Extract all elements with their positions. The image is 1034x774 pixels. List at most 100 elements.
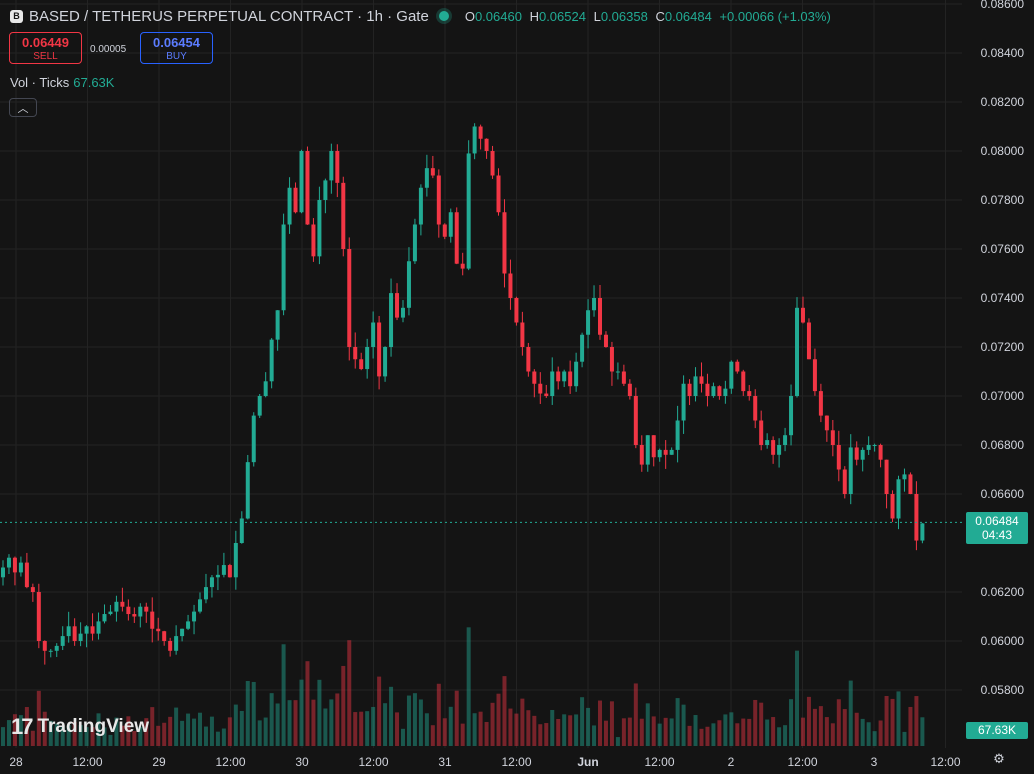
candle-body [198, 599, 203, 612]
candle-body [42, 641, 47, 651]
time-tick-label: 12:00 [644, 755, 674, 769]
volume-bar [848, 680, 853, 746]
volume-bar [574, 714, 579, 746]
volume-bar [150, 707, 155, 746]
candle-body [353, 347, 358, 360]
candle-body [395, 293, 400, 318]
volume-legend[interactable]: Vol · Ticks 67.63K [10, 75, 114, 90]
candle-body [586, 310, 591, 335]
candle-body [192, 611, 197, 622]
candle-body [347, 249, 352, 347]
volume-bar [765, 719, 770, 746]
candle-body [400, 307, 405, 318]
candle-body [568, 371, 573, 387]
volume-bar [389, 686, 394, 746]
volume-bar [502, 676, 507, 746]
price-tick-label: 0.06200 [981, 585, 1025, 599]
candle-body [878, 445, 883, 460]
candle-body [920, 523, 925, 541]
candle-body [442, 224, 447, 237]
candle-body [908, 474, 913, 494]
candle-body [48, 650, 53, 652]
volume-bar [884, 695, 889, 746]
time-tick-label: Jun [577, 755, 598, 769]
volume-bar [102, 727, 107, 746]
volume-bar [478, 711, 483, 746]
volume-bar [66, 725, 71, 746]
candle-body [215, 574, 220, 578]
volume-bar [615, 737, 620, 746]
tradingview-logo[interactable]: 17 TradingView [11, 714, 149, 740]
candle-body [263, 381, 268, 396]
volume-bar [311, 699, 316, 746]
volume-bar [896, 691, 901, 746]
buy-button[interactable]: 0.06454 BUY [140, 32, 213, 64]
candle-body [484, 138, 489, 151]
volume-bar [442, 718, 447, 746]
volume-bar [138, 726, 143, 746]
candle-body [830, 430, 835, 445]
volume-bar [621, 718, 626, 746]
candle-body [257, 396, 262, 416]
candle-body [233, 543, 238, 578]
volume-bar [448, 706, 453, 746]
sell-button[interactable]: 0.06449 SELL [9, 32, 82, 64]
candle-body [460, 263, 465, 269]
volume-bar [144, 718, 149, 746]
low-value: 0.06358 [600, 8, 648, 24]
candle-body [621, 371, 626, 384]
candle-body [580, 334, 585, 362]
volume-bar [609, 701, 614, 746]
gear-icon[interactable]: ⚙ [993, 751, 1005, 766]
candle-body [806, 322, 811, 360]
volume-bar [365, 711, 370, 746]
volume-bar [705, 726, 710, 746]
volume-bar [920, 717, 925, 746]
volume-bar [836, 699, 841, 746]
volume-bar [317, 679, 322, 746]
volume-bar [830, 723, 835, 746]
volume-bar [532, 715, 537, 746]
buy-price: 0.06454 [153, 35, 200, 50]
candle-body [329, 151, 334, 181]
candle-body [633, 396, 638, 445]
symbol-title[interactable]: BASED / TETHERUS PERPETUAL CONTRACT · 1h… [29, 7, 429, 25]
volume-bar [854, 712, 859, 746]
volume-bar [681, 704, 686, 746]
volume-bar [257, 720, 262, 746]
candle-body [759, 420, 764, 445]
collapse-legend-button[interactable]: ︿ [9, 98, 37, 117]
sell-label: SELL [33, 51, 58, 62]
time-tick-label: 12:00 [72, 755, 102, 769]
volume-bar [305, 661, 310, 746]
time-tick-label: 12:00 [501, 755, 531, 769]
candle-body [60, 636, 65, 646]
candle-body [753, 396, 758, 421]
price-tick-label: 0.05800 [981, 683, 1025, 697]
candle-body [1, 567, 5, 578]
price-axis: 0.08600 0.08400 0.08200 0.08000 0.07800 0.076… [981, 0, 1025, 697]
price-tick-label: 0.07600 [981, 242, 1025, 256]
time-tick-label: 31 [438, 755, 452, 769]
volume-bar [215, 731, 220, 746]
volume-bar [789, 699, 794, 746]
candle-body [639, 445, 644, 465]
candle-body [54, 645, 59, 651]
candle-body [663, 449, 668, 455]
volume-bar [120, 725, 125, 746]
volume-bar [30, 730, 35, 746]
candle-body [800, 307, 805, 323]
volume-bar [812, 708, 817, 746]
volume-bar [424, 713, 429, 746]
candle-body [120, 601, 125, 607]
candle-body [520, 322, 525, 347]
volume-bar [908, 706, 913, 746]
volume-bar [466, 627, 471, 746]
volume-value: 67.63K [73, 75, 115, 90]
candle-body [818, 391, 823, 416]
volume-bar [329, 699, 334, 746]
price-tick-label: 0.06600 [981, 487, 1025, 501]
price-tick-label: 0.08600 [981, 0, 1025, 11]
candle-body [902, 474, 907, 480]
